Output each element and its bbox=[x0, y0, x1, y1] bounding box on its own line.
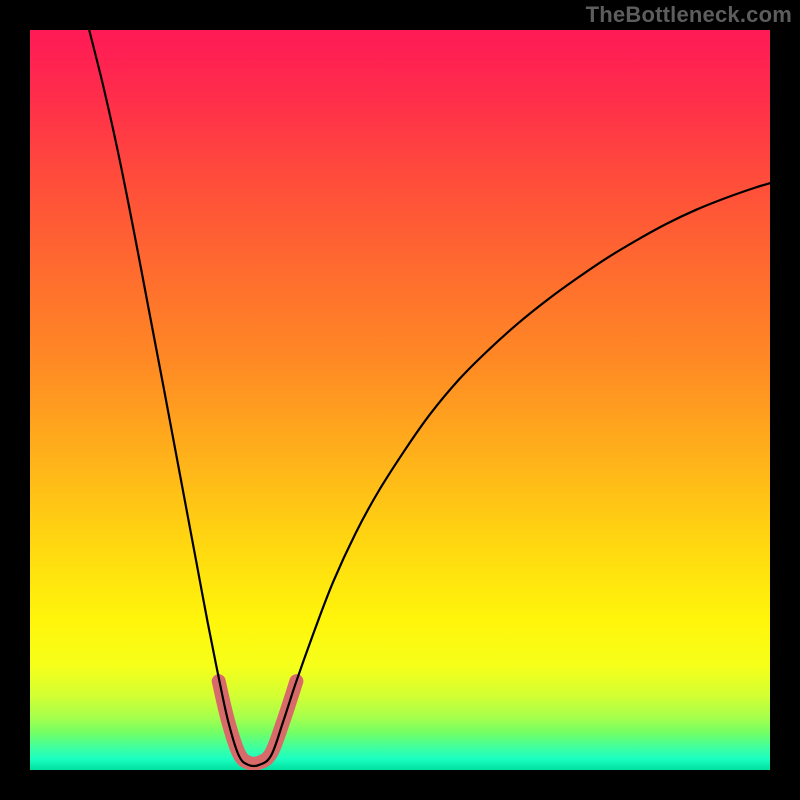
chart-stage: TheBottleneck.com bbox=[0, 0, 800, 800]
gradient-background bbox=[30, 30, 770, 770]
bottleneck-curve-chart bbox=[30, 30, 770, 770]
watermark-text: TheBottleneck.com bbox=[586, 2, 792, 28]
plot-area bbox=[30, 30, 770, 770]
